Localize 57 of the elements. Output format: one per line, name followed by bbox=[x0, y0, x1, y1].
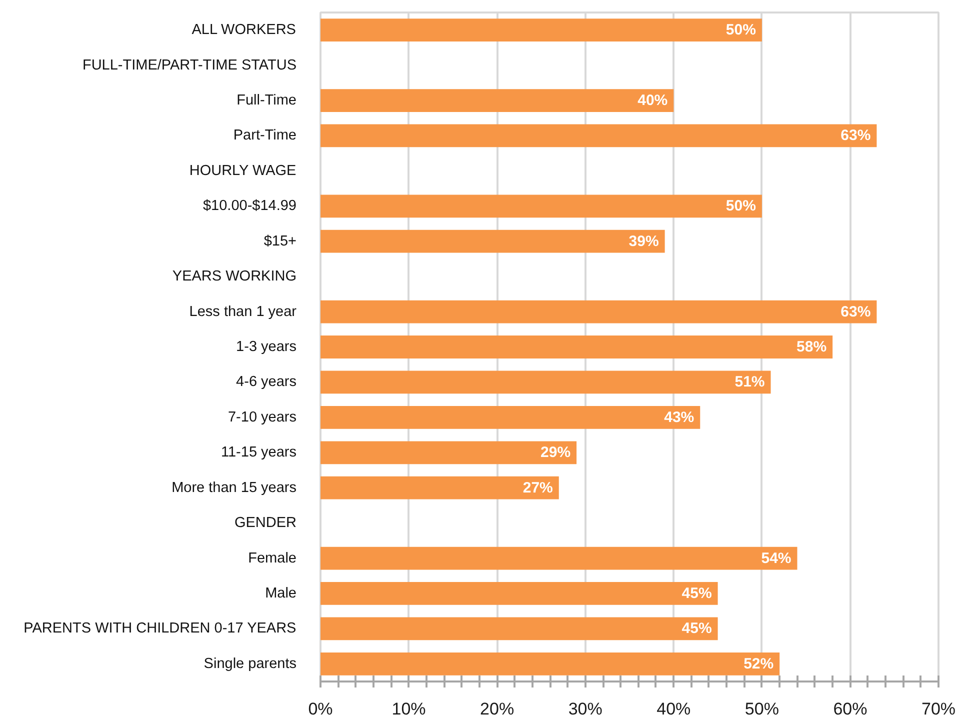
data-label: 43% bbox=[664, 408, 694, 426]
data-label: 39% bbox=[628, 232, 659, 250]
data-label: 40% bbox=[638, 92, 668, 110]
x-tick-label: 10% bbox=[392, 700, 426, 718]
data-label: 50% bbox=[726, 22, 756, 39]
x-tick-label: 40% bbox=[656, 700, 691, 718]
data-label: 51% bbox=[734, 374, 765, 391]
y-tick-label: Full-Time bbox=[236, 92, 297, 109]
data-label: 52% bbox=[744, 655, 774, 672]
data-label: 63% bbox=[840, 127, 871, 144]
data-label: 50% bbox=[726, 198, 756, 215]
bar bbox=[320, 194, 762, 218]
data-label: 45% bbox=[682, 620, 712, 638]
y-tick-label: YEARS WORKING bbox=[172, 268, 297, 285]
x-tick-label: 0% bbox=[308, 700, 333, 718]
bar bbox=[320, 406, 700, 429]
y-tick-label: FULL-TIME/PART-TIME STATUS bbox=[82, 57, 297, 74]
y-tick-label: GENDER bbox=[234, 515, 297, 532]
bar bbox=[320, 124, 877, 148]
y-tick-label: Less than 1 year bbox=[189, 304, 297, 320]
bar bbox=[320, 336, 833, 358]
data-label: 63% bbox=[840, 303, 871, 320]
x-tick-label: 60% bbox=[833, 700, 868, 718]
x-tick-label: 30% bbox=[568, 700, 602, 718]
data-label: 54% bbox=[761, 550, 792, 567]
y-tick-label: $10.00-$14.99 bbox=[202, 198, 297, 214]
bar bbox=[320, 441, 577, 464]
y-tick-label: Female bbox=[248, 550, 297, 566]
bar bbox=[320, 582, 718, 605]
bar bbox=[320, 300, 877, 324]
data-label: 27% bbox=[522, 479, 553, 496]
y-tick-label: Single parents bbox=[204, 656, 297, 672]
bar bbox=[320, 89, 674, 112]
bar bbox=[320, 18, 762, 42]
bar bbox=[320, 370, 771, 394]
y-tick-label: 4-6 years bbox=[236, 374, 297, 390]
bar bbox=[320, 617, 718, 640]
bar bbox=[320, 230, 665, 253]
x-tick-label: 20% bbox=[480, 700, 514, 718]
bar bbox=[320, 652, 780, 676]
y-tick-label: ALL WORKERS bbox=[192, 22, 296, 38]
y-tick-label: Part-Time bbox=[233, 128, 297, 144]
y-tick-label: 11-15 years bbox=[221, 444, 297, 461]
y-tick-label: Male bbox=[265, 585, 297, 602]
y-tick-label: More than 15 years bbox=[172, 480, 297, 496]
y-tick-label: $15+ bbox=[264, 233, 297, 250]
bar bbox=[320, 476, 559, 500]
y-tick-label: PARENTS WITH CHILDREN 0-17 YEARS bbox=[24, 620, 296, 637]
data-label: 29% bbox=[540, 444, 571, 462]
x-tick-label: 70% bbox=[921, 700, 956, 718]
y-tick-label: 7-10 years bbox=[228, 409, 297, 426]
y-tick-label: HOURLY WAGE bbox=[189, 162, 297, 179]
y-tick-label: 1-3 years bbox=[236, 339, 297, 355]
data-label: 58% bbox=[796, 338, 827, 356]
bar bbox=[320, 546, 798, 570]
data-label: 45% bbox=[682, 584, 712, 602]
x-tick-label: 50% bbox=[744, 700, 779, 718]
